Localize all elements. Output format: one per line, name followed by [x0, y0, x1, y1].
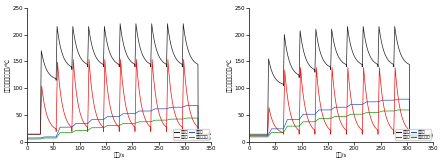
Legend: 前层段, 中层段, 雾化段, 加热丯段层: 前层段, 中层段, 雾化段, 加热丯段层 — [395, 129, 431, 140]
Y-axis label: 各段出口中心温度/℃: 各段出口中心温度/℃ — [228, 58, 233, 92]
X-axis label: 时间/s: 时间/s — [336, 153, 347, 158]
Legend: 前层段, 中层段, 雾化段, 加热丯段层: 前层段, 中层段, 雾化段, 加热丯段层 — [173, 129, 209, 140]
Y-axis label: 各段加热中心温度/℃: 各段加热中心温度/℃ — [6, 58, 11, 92]
X-axis label: 时间/s: 时间/s — [114, 153, 125, 158]
